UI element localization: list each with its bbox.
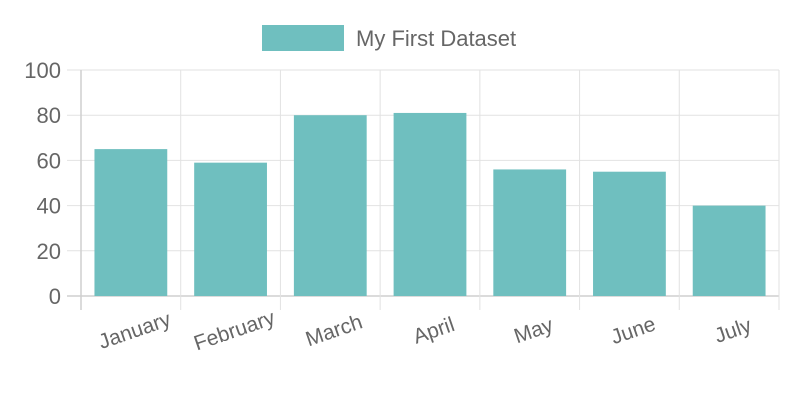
bars xyxy=(94,112,766,296)
x-tick-label: July xyxy=(712,314,755,348)
y-axis-ticks: 0 20 40 60 80 100 xyxy=(24,58,61,309)
x-tick-label: April xyxy=(410,313,457,348)
x-tick-label: May xyxy=(511,313,556,348)
x-tick-label: January xyxy=(96,308,175,354)
x-tick-label: February xyxy=(191,306,278,355)
x-tick-label: March xyxy=(303,310,366,351)
y-tick-label: 20 xyxy=(37,239,61,264)
legend-swatch[interactable] xyxy=(262,25,344,51)
legend-label[interactable]: My First Dataset xyxy=(356,26,516,51)
legend[interactable]: My First Dataset xyxy=(262,25,516,51)
bar-january[interactable] xyxy=(94,149,168,296)
y-tick-label: 80 xyxy=(37,103,61,128)
x-axis-ticks: January February March April May June July xyxy=(96,306,755,355)
y-tick-label: 100 xyxy=(24,58,61,83)
y-tick-label: 0 xyxy=(49,284,61,309)
x-tick-label: June xyxy=(608,313,659,350)
y-tick-label: 60 xyxy=(37,148,61,173)
bar-february[interactable] xyxy=(194,162,267,296)
bar-june[interactable] xyxy=(593,171,666,296)
bar-may[interactable] xyxy=(493,169,567,296)
bar-april[interactable] xyxy=(393,112,467,296)
bar-july[interactable] xyxy=(692,205,766,296)
y-tick-label: 40 xyxy=(37,194,61,219)
bar-march[interactable] xyxy=(293,115,367,296)
